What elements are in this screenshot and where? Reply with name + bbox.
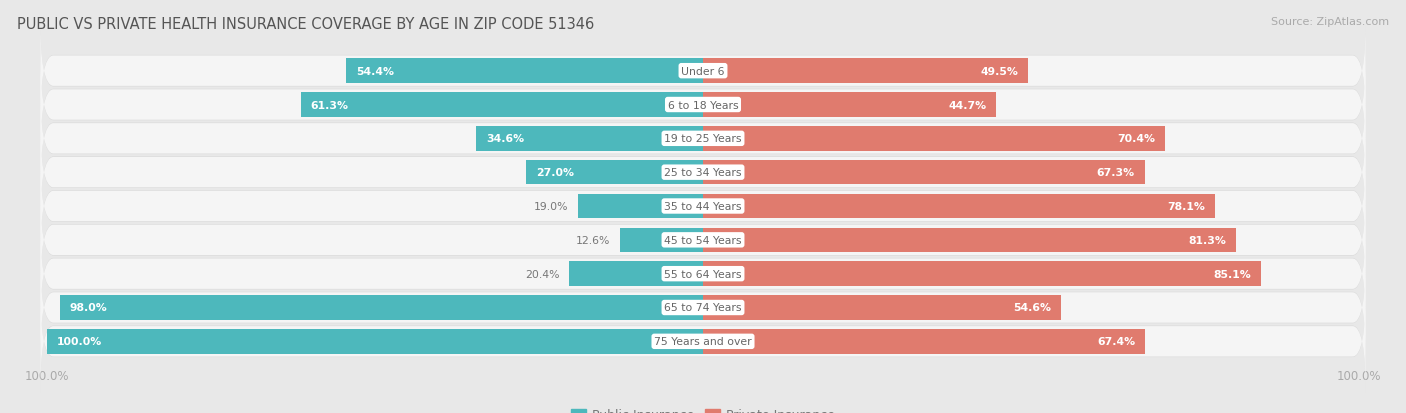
Text: 27.0%: 27.0%: [536, 168, 574, 178]
Text: 6 to 18 Years: 6 to 18 Years: [668, 100, 738, 110]
Text: 49.5%: 49.5%: [980, 66, 1018, 76]
FancyBboxPatch shape: [41, 188, 1365, 292]
Bar: [703, 262, 1261, 286]
Bar: [703, 93, 997, 117]
Text: 78.1%: 78.1%: [1168, 202, 1205, 211]
Bar: [703, 195, 1215, 218]
Text: 85.1%: 85.1%: [1213, 269, 1251, 279]
FancyBboxPatch shape: [41, 154, 1365, 259]
Text: 19 to 25 Years: 19 to 25 Years: [664, 134, 742, 144]
Text: 70.4%: 70.4%: [1118, 134, 1156, 144]
Text: 67.3%: 67.3%: [1097, 168, 1135, 178]
Text: 100.0%: 100.0%: [56, 337, 103, 347]
Text: Source: ZipAtlas.com: Source: ZipAtlas.com: [1271, 17, 1389, 26]
Bar: [620, 228, 703, 252]
FancyBboxPatch shape: [41, 53, 1365, 157]
FancyBboxPatch shape: [41, 87, 1365, 191]
FancyBboxPatch shape: [41, 53, 1365, 158]
Bar: [703, 228, 1236, 252]
FancyBboxPatch shape: [41, 222, 1365, 326]
FancyBboxPatch shape: [41, 255, 1365, 360]
FancyBboxPatch shape: [41, 121, 1365, 225]
Text: PUBLIC VS PRIVATE HEALTH INSURANCE COVERAGE BY AGE IN ZIP CODE 51346: PUBLIC VS PRIVATE HEALTH INSURANCE COVER…: [17, 17, 595, 31]
Text: 44.7%: 44.7%: [948, 100, 987, 110]
Bar: [526, 161, 703, 185]
Text: 45 to 54 Years: 45 to 54 Years: [664, 235, 742, 245]
FancyBboxPatch shape: [41, 87, 1365, 191]
FancyBboxPatch shape: [41, 19, 1365, 124]
Text: 12.6%: 12.6%: [576, 235, 610, 245]
Bar: [346, 59, 703, 84]
FancyBboxPatch shape: [41, 121, 1365, 225]
Legend: Public Insurance, Private Insurance: Public Insurance, Private Insurance: [567, 404, 839, 413]
Text: 75 Years and over: 75 Years and over: [654, 337, 752, 347]
Text: 20.4%: 20.4%: [524, 269, 560, 279]
Bar: [703, 127, 1166, 151]
FancyBboxPatch shape: [41, 289, 1365, 394]
Text: 98.0%: 98.0%: [70, 303, 108, 313]
Bar: [703, 59, 1028, 84]
Text: 35 to 44 Years: 35 to 44 Years: [664, 202, 742, 211]
Text: 65 to 74 Years: 65 to 74 Years: [664, 303, 742, 313]
Bar: [703, 296, 1062, 320]
Text: 61.3%: 61.3%: [311, 100, 349, 110]
Bar: [703, 161, 1144, 185]
FancyBboxPatch shape: [41, 290, 1365, 393]
Bar: [477, 127, 703, 151]
Bar: [703, 329, 1146, 354]
Text: 25 to 34 Years: 25 to 34 Years: [664, 168, 742, 178]
Bar: [578, 195, 703, 218]
Text: 19.0%: 19.0%: [534, 202, 568, 211]
Text: Under 6: Under 6: [682, 66, 724, 76]
Text: 67.4%: 67.4%: [1097, 337, 1136, 347]
Text: 54.6%: 54.6%: [1014, 303, 1052, 313]
FancyBboxPatch shape: [41, 188, 1365, 292]
Text: 34.6%: 34.6%: [486, 134, 524, 144]
Text: 54.4%: 54.4%: [356, 66, 394, 76]
FancyBboxPatch shape: [41, 155, 1365, 258]
FancyBboxPatch shape: [41, 256, 1365, 360]
FancyBboxPatch shape: [41, 20, 1365, 123]
Text: 55 to 64 Years: 55 to 64 Years: [664, 269, 742, 279]
FancyBboxPatch shape: [41, 222, 1365, 326]
Bar: [46, 329, 703, 354]
Bar: [301, 93, 703, 117]
Text: 81.3%: 81.3%: [1188, 235, 1226, 245]
Bar: [569, 262, 703, 286]
Bar: [60, 296, 703, 320]
